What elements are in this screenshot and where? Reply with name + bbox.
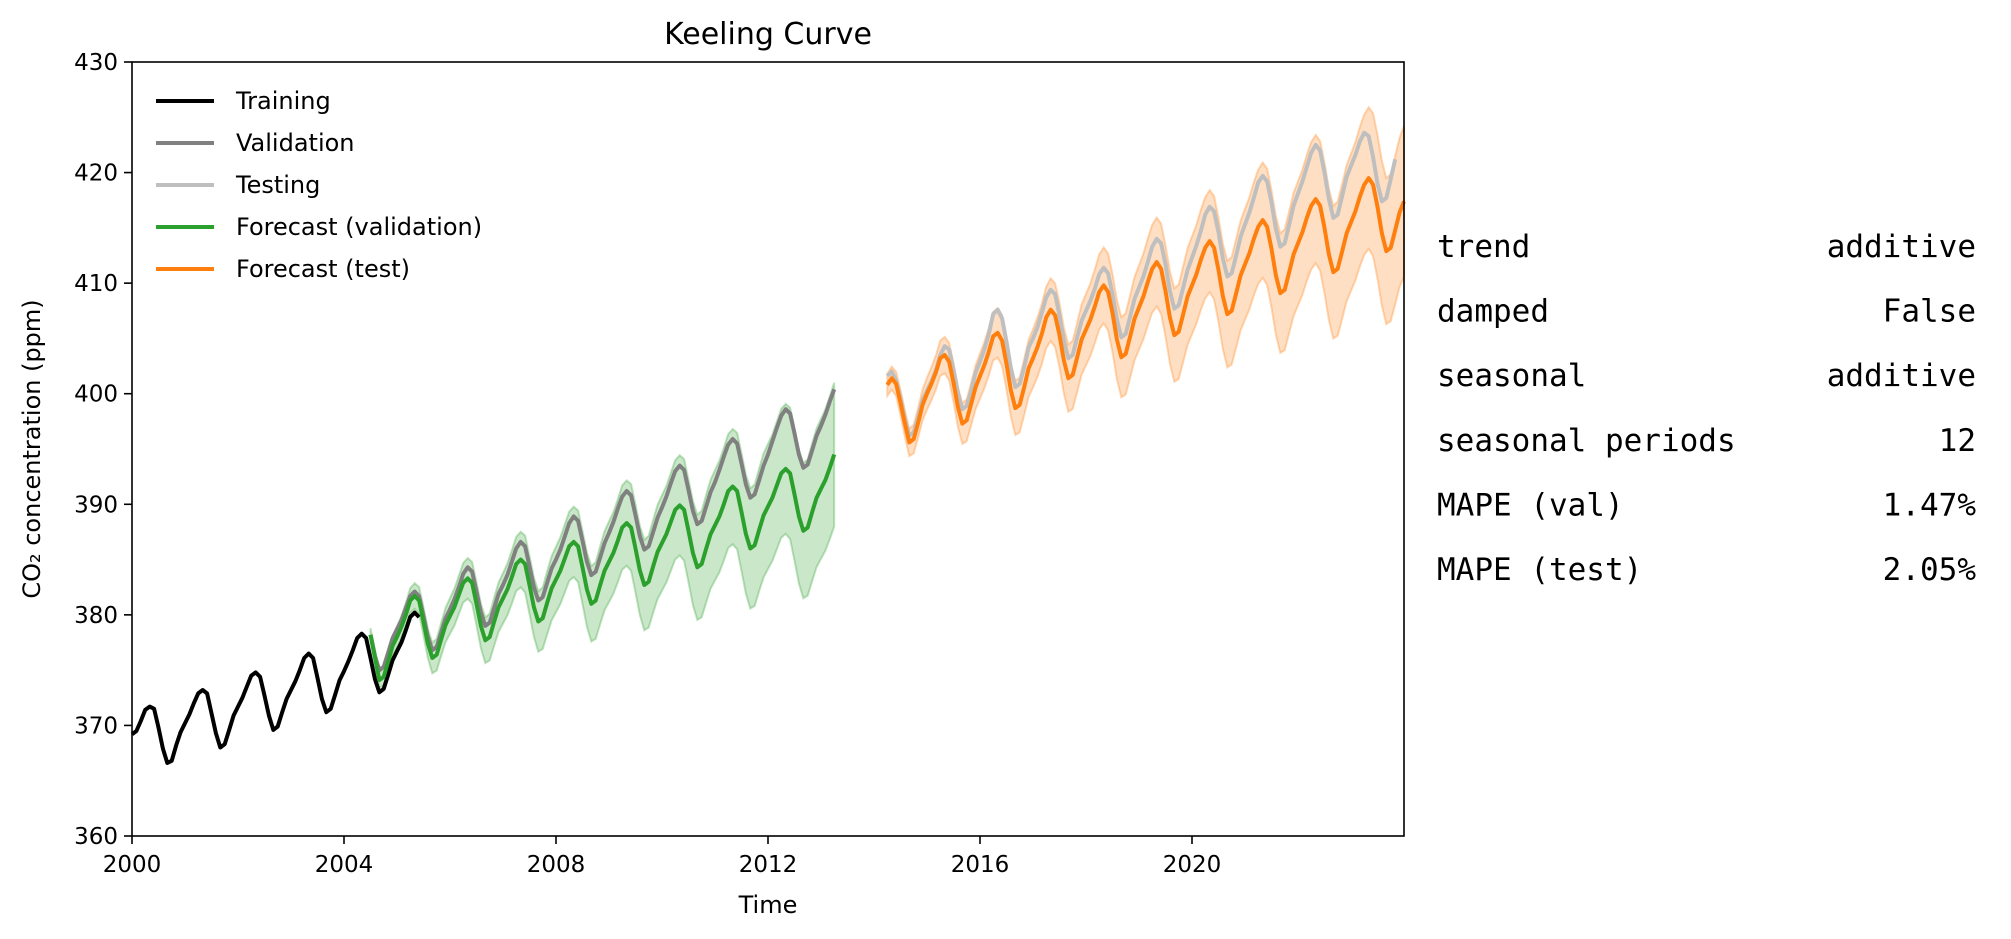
series-line-0	[130, 610, 421, 765]
x-tick-label: 2000	[103, 852, 162, 878]
x-tick-label: 2020	[1163, 852, 1222, 878]
series-line-3	[368, 453, 837, 683]
y-axis-label: CO₂ concentration (ppm)	[18, 299, 46, 598]
info-value: False	[1883, 294, 1976, 330]
info-key: seasonal periods	[1437, 423, 1736, 459]
legend-label-3: Forecast (validation)	[236, 213, 482, 241]
chart-title: Keeling Curve	[664, 17, 872, 52]
y-tick-label: 400	[74, 382, 118, 408]
series-line-1	[368, 388, 837, 673]
confidence-bands	[369, 105, 1405, 690]
series-line-4	[885, 176, 1406, 445]
x-tick-label: 2016	[951, 852, 1010, 878]
y-tick-label: 360	[74, 824, 118, 850]
legend-label-0: Training	[235, 87, 331, 115]
info-key: MAPE (val)	[1437, 487, 1624, 523]
x-axis-label: Time	[738, 891, 798, 919]
info-key: damped	[1437, 294, 1549, 330]
x-axis: 2000 2004 2008 2012 2016 2020	[103, 836, 1222, 878]
x-tick-label: 2008	[527, 852, 586, 878]
y-tick-label: 410	[74, 271, 118, 297]
info-value: 1.47%	[1883, 487, 1977, 523]
info-key: MAPE (test)	[1437, 552, 1642, 588]
y-tick-label: 390	[74, 492, 118, 518]
model-info-table: trend additive damped False seasonal additive…	[1437, 229, 1976, 588]
legend-label-1: Validation	[236, 129, 355, 157]
info-key: seasonal	[1437, 358, 1586, 394]
info-key: trend	[1437, 229, 1530, 265]
y-tick-label: 370	[74, 713, 118, 739]
x-tick-label: 2004	[315, 852, 374, 878]
y-tick-label: 380	[74, 603, 118, 629]
y-tick-label: 420	[74, 161, 118, 187]
confidence-band-1	[886, 105, 1405, 458]
info-value: additive	[1827, 358, 1976, 394]
series-line-2	[885, 130, 1398, 438]
legend-label-4: Forecast (test)	[236, 255, 410, 283]
x-tick-label: 2012	[739, 852, 798, 878]
info-value: additive	[1827, 229, 1976, 265]
y-tick-label: 430	[74, 50, 118, 76]
y-axis: 360 370 380 390 400 410 420 430	[74, 50, 132, 850]
legend-label-2: Testing	[235, 171, 320, 199]
legend: Training Validation Testing Forecast (valid…	[156, 87, 482, 283]
info-value: 12	[1939, 423, 1976, 459]
info-value: 2.05%	[1883, 552, 1977, 588]
series-lines	[130, 130, 1406, 765]
